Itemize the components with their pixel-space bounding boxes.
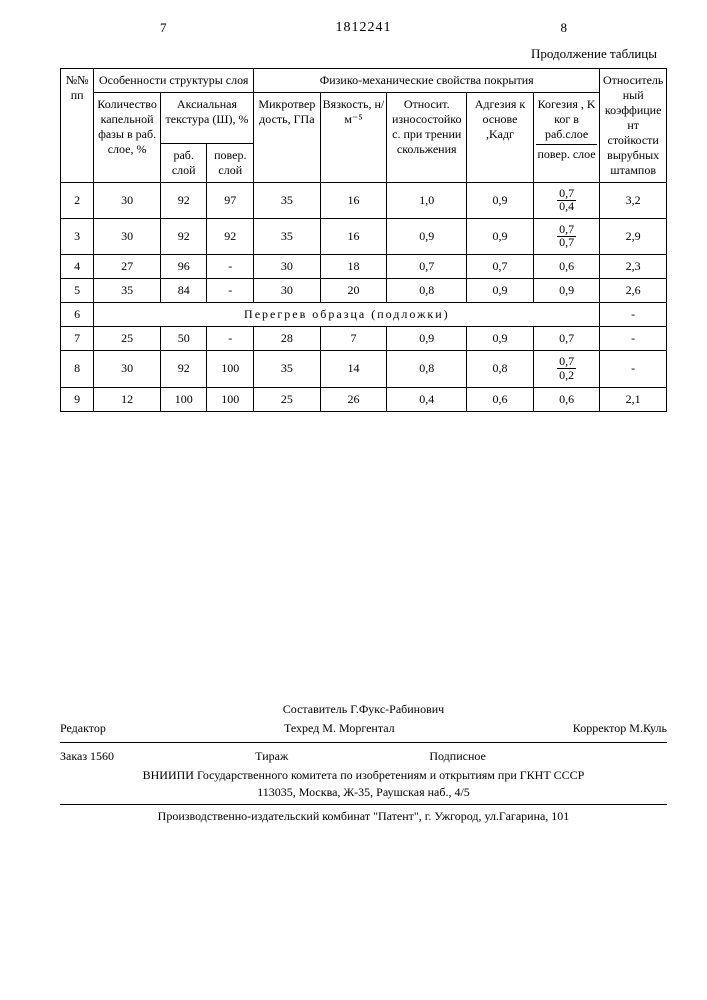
address: 113035, Москва, Ж-35, Раушская наб., 4/5 [60,785,667,800]
continuation-label: Продолжение таблицы [60,46,657,62]
subscr: Подписное [429,749,486,764]
doc-number: 1812241 [60,20,667,36]
table-row: 3 30 92 92 35 16 0,9 0,9 0,70,7 2,9 [61,219,667,255]
col-wear: Относит. износостойкос. при трении сколь… [387,93,467,183]
data-table: №№ пп Особенности структуры слоя Физико-… [60,68,667,412]
col-axial-rab: раб. слой [160,144,207,183]
table-row: 2 30 92 97 35 16 1,0 0,9 0,70,4 3,2 [61,183,667,219]
table-row: 4 27 96 - 30 18 0,7 0,7 0,6 2,3 [61,255,667,279]
col-adh: Адгезия к основе ,Kадг [467,93,534,183]
col-rel: Относительный коэффициент стойкости выру… [600,69,667,183]
col-axial-pov: повер. слой [207,144,254,183]
prod: Производственно-издательский комбинат "П… [60,809,667,824]
table-row: 7 25 50 - 28 7 0,9 0,9 0,7 - [61,327,667,351]
col-axial: Аксиальная текстура (Ш), % [160,93,253,144]
col-struct-group: Особенности структуры слоя [94,69,254,93]
page-num-right: 8 [561,20,568,36]
corrector: Корректор М.Куль [573,721,667,736]
col-qty: Количество капельной фазы в раб. слое, % [94,93,161,183]
techred: Техред М. Моргентал [284,721,395,736]
col-coh: Когезия , K ког в раб.слое повер. слое [533,93,600,183]
order: Заказ 1560 [60,749,114,764]
col-pp: №№ пп [61,69,94,183]
compiler: Составитель Г.Фукс-Рабинович [60,702,667,717]
col-micro: Микротвердость, ГПа [254,93,321,183]
col-phys-group: Физико-механические свойства покрытия [254,69,600,93]
page-num-left: 7 [160,20,167,36]
table-row: 8 30 92 100 35 14 0,8 0,8 0,70,2 - [61,351,667,387]
footer-block: Составитель Г.Фукс-Рабинович Редактор Те… [60,702,667,824]
table-row: 9 12 100 100 25 26 0,4 0,6 0,6 2,1 [61,387,667,411]
vniipi: ВНИИПИ Государственного комитета по изоб… [60,768,667,783]
table-row: 5 35 84 - 30 20 0,8 0,9 0,9 2,6 [61,279,667,303]
table-head: №№ пп Особенности структуры слоя Физико-… [61,69,667,183]
table-row-merged: 6 Перегрев образца (подложки) - [61,303,667,327]
editor: Редактор [60,721,106,736]
table-body: 2 30 92 97 35 16 1,0 0,9 0,70,4 3,2 3 30… [61,183,667,412]
col-visc: Вязкость, н/м⁻⁵ [320,93,387,183]
tirage: Тираж [255,749,288,764]
